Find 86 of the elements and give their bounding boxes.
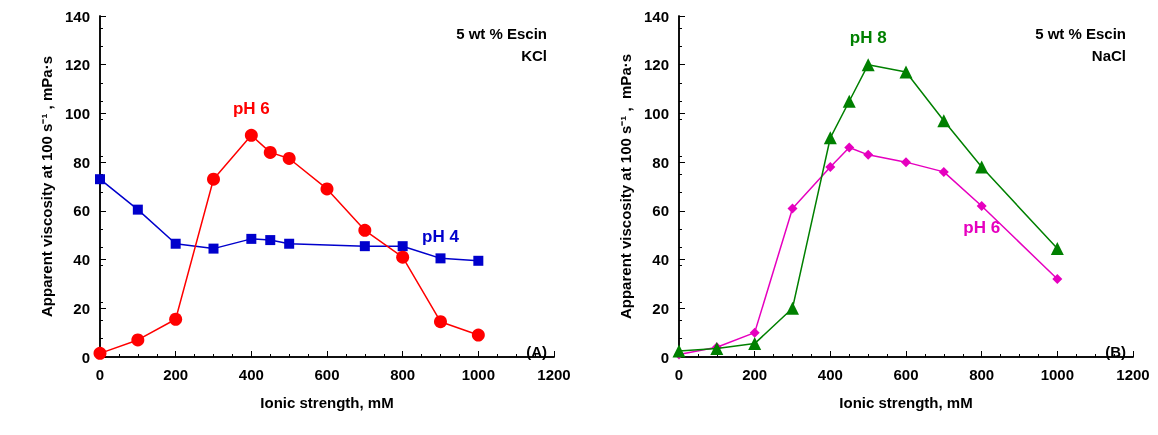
point — [320, 182, 334, 196]
point — [265, 235, 276, 246]
point — [1052, 274, 1063, 285]
x-tick-label: 1200 — [1116, 366, 1150, 383]
y-axis-title: Apparent viscosity at 100 s⁻¹ , mPa·s — [617, 53, 635, 320]
point — [93, 346, 107, 360]
point — [359, 241, 370, 252]
point — [471, 328, 485, 342]
x-axis-title: Ionic strength, mM — [839, 394, 973, 411]
point — [901, 157, 911, 168]
point — [397, 241, 408, 252]
series-label: pH 6 — [963, 217, 1001, 237]
point — [396, 250, 410, 264]
y-tick-label: 0 — [660, 348, 669, 366]
x-tick-label: 1000 — [1040, 366, 1075, 383]
point — [672, 344, 686, 358]
y-tick-label: 80 — [652, 153, 669, 171]
point — [899, 65, 913, 79]
annotation: NaCl — [1091, 47, 1127, 64]
y-tick-label: 80 — [73, 153, 90, 171]
y-tick-label: 120 — [643, 56, 669, 74]
point — [207, 172, 220, 186]
point — [976, 200, 987, 211]
annotation: 5 wt % Escin — [456, 25, 548, 42]
point — [938, 166, 949, 177]
annotation: KCl — [521, 47, 548, 64]
x-tick-label: 200 — [742, 366, 768, 383]
point — [95, 174, 105, 185]
point — [749, 327, 760, 338]
y-tick-label: 60 — [73, 202, 90, 220]
point — [170, 238, 181, 249]
y-tick-label: 0 — [81, 348, 90, 366]
point — [861, 58, 875, 72]
point — [786, 301, 799, 315]
point — [435, 253, 446, 264]
point — [1050, 242, 1064, 256]
x-tick-label: 1000 — [461, 366, 496, 383]
x-tick-label: 800 — [969, 366, 995, 383]
series-label: pH 6 — [232, 98, 270, 118]
point — [787, 203, 798, 214]
x-tick-label: 1200 — [537, 366, 571, 383]
annotation: (A) — [526, 343, 548, 360]
point — [823, 131, 837, 145]
y-tick-label: 40 — [73, 251, 90, 269]
y-tick-label: 140 — [64, 7, 90, 25]
series-label: pH 8 — [849, 28, 887, 48]
point — [284, 238, 295, 249]
point — [169, 312, 183, 326]
point — [358, 223, 372, 237]
annotation: 5 wt % Escin — [1035, 25, 1127, 42]
y-tick-label: 20 — [652, 299, 669, 317]
point — [863, 149, 874, 160]
point — [244, 128, 258, 142]
point — [434, 315, 447, 329]
y-tick-label: 100 — [64, 104, 90, 122]
point — [131, 333, 145, 347]
x-tick-label: 0 — [95, 366, 105, 383]
point — [748, 337, 762, 351]
y-tick-label: 140 — [643, 7, 669, 25]
x-tick-label: 400 — [817, 366, 843, 383]
point — [825, 162, 836, 173]
point — [282, 151, 296, 165]
x-tick-label: 0 — [674, 366, 684, 383]
y-tick-label: 60 — [652, 202, 669, 220]
annotation: (B) — [1105, 343, 1127, 360]
point — [842, 94, 856, 108]
point — [208, 243, 219, 254]
point — [937, 114, 951, 128]
y-tick-label: 20 — [73, 299, 90, 317]
point — [263, 145, 277, 159]
point — [975, 160, 989, 174]
x-axis-title: Ionic strength, mM — [260, 394, 394, 411]
point — [844, 142, 855, 153]
x-tick-label: 200 — [163, 366, 189, 383]
point — [132, 204, 143, 215]
y-tick-label: 120 — [64, 56, 90, 74]
x-tick-label: 600 — [314, 366, 340, 383]
series-label: pH 4 — [422, 227, 460, 247]
y-tick-label: 100 — [643, 104, 669, 122]
point — [246, 233, 257, 244]
point — [473, 255, 484, 266]
y-axis-title: Apparent viscosity at 100 s⁻¹ , mPa·s — [38, 56, 56, 317]
x-tick-label: 400 — [238, 366, 264, 383]
x-tick-label: 800 — [390, 366, 416, 383]
x-tick-label: 600 — [893, 366, 919, 383]
y-tick-label: 40 — [652, 251, 669, 269]
